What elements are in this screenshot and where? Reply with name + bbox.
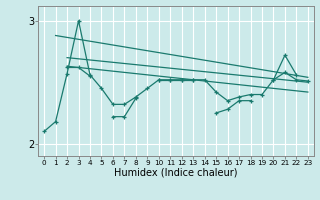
X-axis label: Humidex (Indice chaleur): Humidex (Indice chaleur) xyxy=(114,168,238,178)
